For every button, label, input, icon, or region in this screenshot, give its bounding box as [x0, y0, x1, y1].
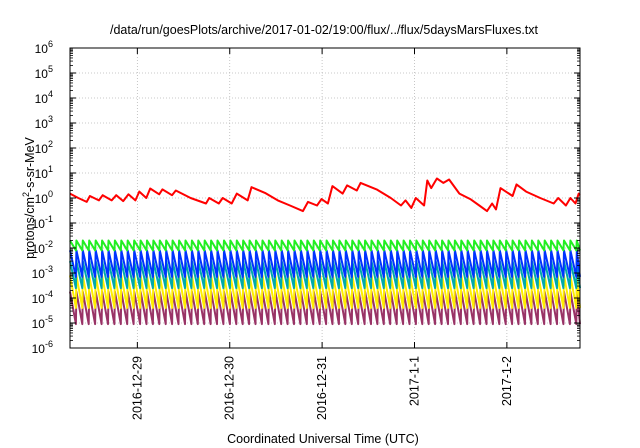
series-line: [69, 274, 581, 309]
chart-title: /data/run/goesPlots/archive/2017-01-02/1…: [110, 23, 539, 37]
svg-text:protons/cm2-s-sr-MeV: protons/cm2-s-sr-MeV: [21, 136, 37, 258]
series-line: [69, 249, 581, 278]
x-tick-label: 2017-1-1: [407, 356, 421, 406]
series-group: [69, 177, 581, 326]
y-tick-label: 101: [35, 164, 53, 181]
y-tick-label: 10-6: [32, 339, 53, 356]
series-line: [69, 239, 581, 252]
y-tick-label: 10-5: [32, 314, 53, 331]
y-axis-label: protons/cm2-s-sr-MeV: [21, 136, 37, 258]
x-tick-label: 2017-1-2: [500, 356, 514, 406]
series-line: [69, 177, 581, 213]
y-axis-label-rest: -s-sr-MeV: [23, 136, 37, 192]
y-tick-label: 10-3: [32, 264, 53, 281]
y-tick-label: 10-2: [32, 239, 53, 256]
y-tick-label: 106: [35, 39, 53, 56]
y-tick-label: 10-4: [32, 289, 53, 306]
y-tick-label: 102: [35, 139, 53, 156]
x-tick-label: 2016-12-31: [315, 356, 329, 420]
y-tick-label: 100: [35, 189, 53, 206]
y-axis-label-base: protons/cm: [23, 197, 37, 259]
y-tick-label: 103: [35, 114, 53, 131]
y-tick-label: 105: [35, 64, 53, 81]
y-axis-label-sup: 2: [21, 192, 31, 197]
x-axis-label: Coordinated Universal Time (UTC): [227, 432, 419, 446]
x-tick-label: 2016-12-30: [223, 356, 237, 420]
x-tick-label: 2016-12-29: [130, 356, 144, 420]
ticks: 10-6 10-5 10-4 10-3 10-2 10-1 100 101 102 103 104 1…: [32, 39, 580, 420]
y-tick-label: 10-1: [32, 214, 53, 231]
y-tick-label: 104: [35, 89, 53, 106]
